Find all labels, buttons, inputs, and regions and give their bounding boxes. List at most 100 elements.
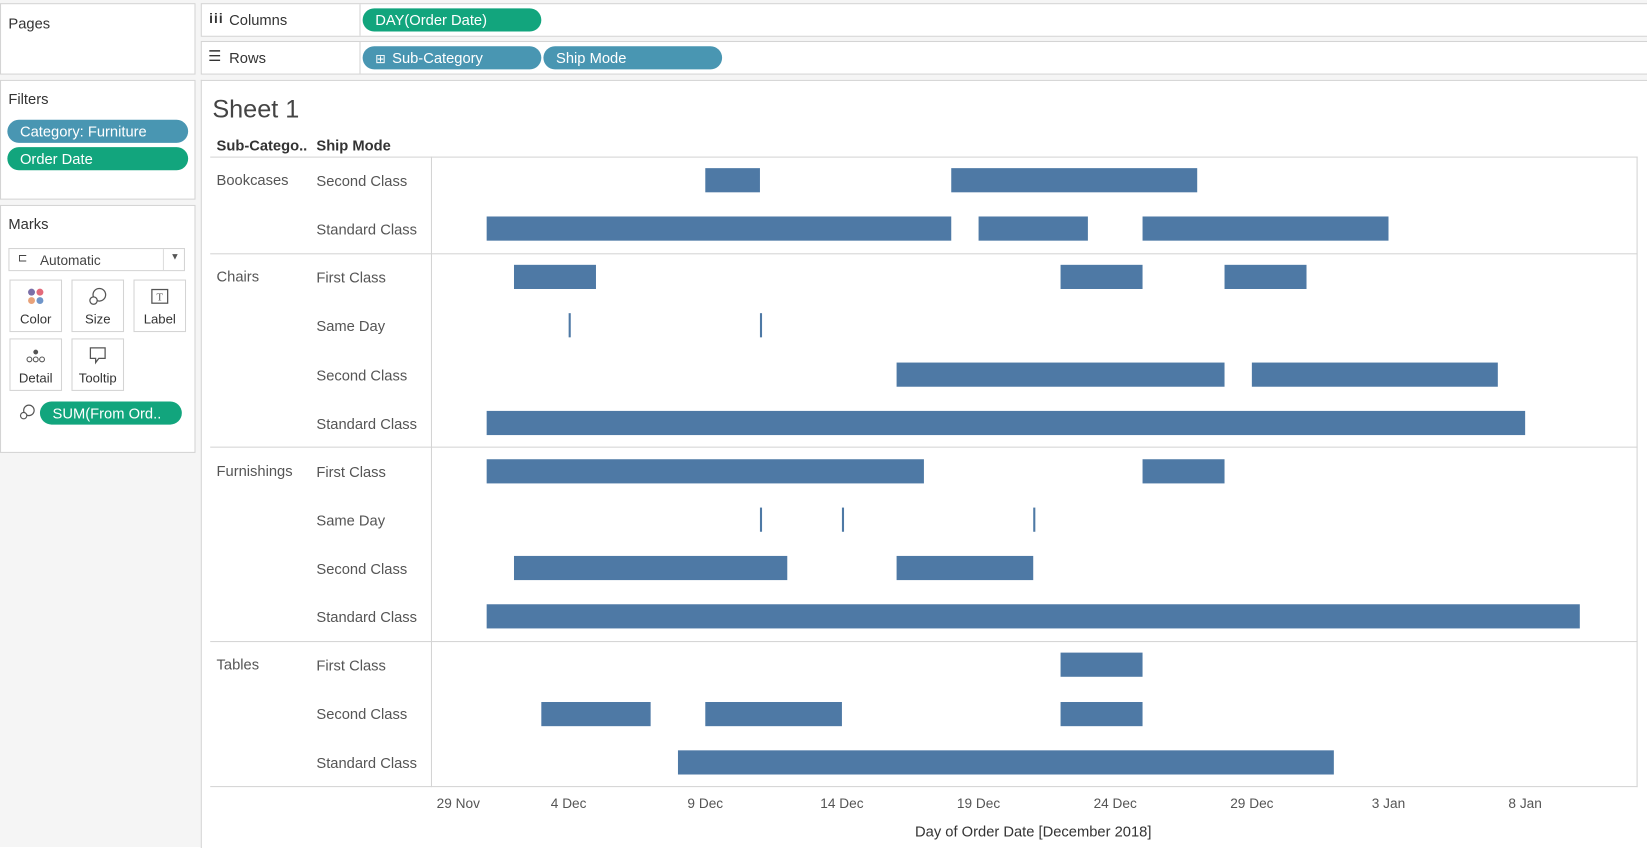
- gantt-bar[interactable]: [486, 604, 1580, 629]
- rows-pill-sub-category[interactable]: ⊞ Sub-Category: [362, 46, 542, 70]
- gantt-bar[interactable]: [1142, 216, 1389, 241]
- header-rule: [210, 156, 1638, 158]
- x-axis-tick-label: 9 Dec: [687, 795, 724, 812]
- rows-shelf[interactable]: ☰ Rows ⊞ Sub-Category Ship Mode: [200, 40, 1647, 75]
- shipmode-label[interactable]: Same Day: [316, 511, 386, 529]
- shipmode-label[interactable]: Second Class: [316, 172, 408, 190]
- gantt-bar[interactable]: [896, 555, 1034, 581]
- filter-pill-order-date[interactable]: Order Date: [7, 147, 189, 171]
- gantt-bar[interactable]: [541, 702, 651, 727]
- rows-pill-sub-category-label: Sub-Category: [392, 49, 483, 67]
- rows-pill-ship-mode[interactable]: Ship Mode: [543, 46, 723, 70]
- gantt-bar[interactable]: [705, 168, 760, 193]
- size-encoding-icon: [19, 404, 36, 426]
- shipmode-label[interactable]: Standard Class: [316, 415, 417, 432]
- gantt-bar[interactable]: [951, 168, 1198, 193]
- gantt-bar[interactable]: [1224, 264, 1307, 289]
- gantt-bar[interactable]: [486, 216, 952, 241]
- filters-title: Filters: [8, 90, 49, 108]
- gantt-bar[interactable]: [705, 702, 842, 727]
- columns-shelf[interactable]: iii Columns DAY(Order Date): [200, 3, 1647, 37]
- shipmode-label[interactable]: Second Class: [316, 366, 408, 384]
- gantt-bar[interactable]: [1060, 652, 1143, 677]
- rows-label: Rows: [229, 49, 266, 67]
- subcat-bookcases[interactable]: Bookcases: [216, 171, 289, 189]
- gantt-bar[interactable]: [1060, 264, 1143, 289]
- mark-type-value: Automatic: [39, 252, 101, 268]
- shipmode-label[interactable]: Second Class: [316, 560, 408, 577]
- detail-label: Detail: [18, 370, 53, 386]
- shipmode-label[interactable]: Standard Class: [316, 220, 417, 238]
- gantt-mark-icon: ⊏: [17, 252, 28, 265]
- color-icon: [11, 287, 61, 310]
- gantt-bar[interactable]: [1251, 362, 1498, 387]
- group-divider: [210, 641, 1638, 643]
- detail-icon: [11, 346, 61, 369]
- gantt-bar[interactable]: [759, 313, 762, 338]
- marks-title: Marks: [8, 215, 49, 233]
- x-axis-tick-label: 4 Dec: [550, 795, 587, 812]
- subcat-furnishings[interactable]: Furnishings: [216, 462, 293, 480]
- color-button[interactable]: Color: [9, 279, 63, 333]
- gantt-bar[interactable]: [486, 410, 1526, 436]
- gantt-bar[interactable]: [1033, 507, 1035, 532]
- size-label: Size: [84, 312, 111, 327]
- shipmode-label[interactable]: First Class: [316, 463, 386, 481]
- pages-title: Pages: [8, 14, 51, 32]
- shipmode-label[interactable]: Standard Class: [316, 754, 417, 772]
- group-divider: [210, 253, 1638, 255]
- filters-shelf[interactable]: Filters Category: Furniture Order Date: [0, 79, 196, 200]
- shipmode-label[interactable]: First Class: [316, 656, 386, 674]
- columns-pill-day-order-date[interactable]: DAY(Order Date): [362, 8, 542, 32]
- shipmode-label[interactable]: Standard Class: [316, 608, 417, 626]
- x-axis-tick-label: 14 Dec: [820, 795, 864, 812]
- gantt-bar[interactable]: [486, 459, 924, 484]
- subcat-tables[interactable]: Tables: [216, 655, 260, 673]
- gantt-bar[interactable]: [896, 362, 1225, 387]
- pages-shelf[interactable]: Pages: [0, 3, 196, 75]
- x-axis-tick-label: 29 Dec: [1230, 795, 1274, 812]
- group-divider: [210, 446, 1638, 448]
- shipmode-label[interactable]: Second Class: [316, 705, 408, 722]
- sheet-title: Sheet 1: [212, 95, 300, 125]
- columns-icon: iii: [209, 10, 224, 27]
- mark-type-dropdown[interactable]: ⊏ Automatic ▼: [8, 248, 185, 272]
- size-icon: [73, 287, 123, 310]
- size-pill-sum-from-order[interactable]: SUM(From Ord..: [39, 401, 182, 425]
- pane-right-border: [1636, 156, 1638, 788]
- pane-left-border: [430, 156, 433, 788]
- x-axis-tick-label: 29 Nov: [436, 795, 480, 812]
- chevron-down-icon[interactable]: ▼: [170, 251, 180, 262]
- columns-label: Columns: [229, 11, 288, 29]
- x-axis-tick-label: 24 Dec: [1093, 795, 1137, 812]
- shipmode-label[interactable]: Same Day: [316, 317, 386, 335]
- label-label: Label: [143, 312, 176, 327]
- svg-text:T: T: [157, 293, 164, 304]
- marks-card: Marks ⊏ Automatic ▼ Color Size T Label: [0, 204, 196, 453]
- gantt-bar[interactable]: [841, 507, 844, 532]
- gantt-bar[interactable]: [677, 750, 1334, 775]
- shipmode-label[interactable]: First Class: [316, 269, 386, 286]
- expand-icon[interactable]: ⊞: [375, 51, 386, 67]
- gantt-bar[interactable]: [1060, 702, 1143, 727]
- detail-button[interactable]: Detail: [9, 338, 63, 391]
- filter-pill-category[interactable]: Category: Furniture: [7, 119, 189, 143]
- tooltip-icon: [73, 346, 123, 369]
- rows-icon: ☰: [208, 47, 222, 65]
- text-label-icon: T: [135, 287, 185, 310]
- gantt-bar[interactable]: [759, 507, 762, 532]
- gantt-bar[interactable]: [1142, 459, 1225, 484]
- header-sub-category[interactable]: Sub-Catego..: [216, 136, 308, 154]
- subcat-chairs[interactable]: Chairs: [216, 267, 260, 285]
- gantt-bar[interactable]: [978, 216, 1088, 241]
- label-button[interactable]: T Label: [133, 279, 187, 333]
- header-ship-mode[interactable]: Ship Mode: [316, 136, 391, 154]
- size-button[interactable]: Size: [71, 279, 125, 333]
- tooltip-label: Tooltip: [78, 370, 117, 386]
- gantt-bar[interactable]: [513, 555, 788, 581]
- tooltip-button[interactable]: Tooltip: [71, 338, 125, 391]
- x-axis-title: Day of Order Date [December 2018]: [915, 822, 1152, 840]
- gantt-bar[interactable]: [568, 313, 571, 338]
- gantt-bar[interactable]: [513, 264, 596, 289]
